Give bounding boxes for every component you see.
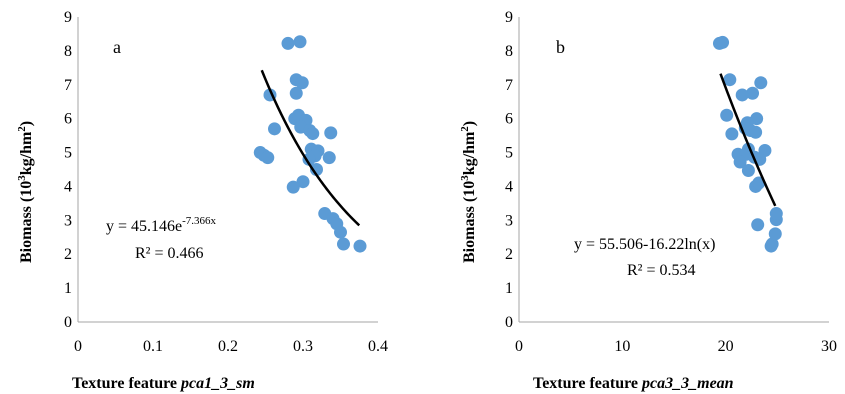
y-tick-labels-a: 0 1 2 3 4 5 6 7 8 9 — [64, 9, 72, 331]
data-points-a — [253, 35, 367, 253]
data-point — [337, 237, 350, 251]
data-point — [286, 180, 300, 194]
y-axis-title-a-close: ) — [18, 121, 35, 126]
y-axis-title-b-close: ) — [461, 121, 478, 126]
x-axis-title-a-feature: pca1_3_sm — [179, 375, 255, 392]
data-point — [720, 108, 734, 122]
y-tick-label: 7 — [505, 77, 513, 94]
y-axis-title-b: Biomass (103kg/hm2) — [459, 121, 478, 263]
data-point — [302, 152, 316, 166]
y-axis-title-b-unit: kg/hm — [461, 131, 478, 175]
data-point — [324, 126, 338, 140]
data-point — [746, 86, 760, 100]
y-tick-label: 9 — [64, 9, 72, 26]
chart-panel-b: 0 10 20 30 0 1 2 3 4 5 6 7 8 9 b y = 55.506-16.22ln(… — [459, 9, 837, 392]
y-tick-label: 0 — [64, 314, 72, 331]
data-point — [749, 125, 763, 139]
y-tick-labels-b: 0 1 2 3 4 5 6 7 8 9 — [505, 9, 513, 331]
x-tick-label: 0.1 — [143, 338, 163, 355]
data-point — [289, 86, 303, 100]
data-point — [295, 76, 309, 90]
x-tick-label: 0.2 — [218, 338, 238, 355]
y-tick-label: 4 — [505, 178, 513, 195]
data-point — [281, 36, 295, 50]
y-tick-label: 0 — [505, 314, 513, 331]
x-tick-label: 10 — [614, 338, 630, 355]
data-point — [716, 35, 730, 49]
y-tick-label: 9 — [505, 9, 513, 26]
data-point — [293, 35, 307, 49]
y-tick-label: 6 — [64, 111, 72, 128]
data-point — [296, 175, 310, 189]
data-point — [751, 218, 765, 232]
x-tick-labels-a: 0 0.1 0.2 0.3 0.4 — [74, 338, 388, 355]
data-point — [334, 225, 347, 239]
y-tick-label: 4 — [64, 178, 72, 195]
x-axis-title-b-prefix: Texture feature — [533, 375, 642, 392]
plot-area-b — [518, 17, 829, 323]
x-tick-label: 0 — [515, 338, 523, 355]
data-point — [754, 76, 768, 90]
data-point — [752, 176, 766, 190]
x-tick-labels-b: 0 10 20 30 — [515, 338, 837, 355]
data-point — [725, 127, 739, 141]
y-axis-title-a-main: Biomass (10 — [18, 181, 35, 263]
panel-label-a: a — [113, 37, 121, 57]
data-point — [733, 155, 747, 169]
x-axis-title-a-prefix: Texture feature — [72, 375, 181, 392]
x-tick-label: 0 — [74, 338, 82, 355]
data-point — [735, 88, 749, 102]
data-point — [310, 163, 323, 176]
y-tick-label: 8 — [64, 43, 72, 60]
x-tick-label: 30 — [821, 338, 837, 355]
equation-a-exponent: -7.366x — [182, 215, 216, 227]
y-tick-label: 2 — [505, 246, 513, 263]
equation-a: y = 45.146e-7.366x — [106, 215, 217, 235]
x-tick-label: 0.3 — [293, 338, 313, 355]
data-point — [306, 127, 320, 141]
y-tick-label: 8 — [505, 43, 513, 60]
y-axis-title-b-sup2: 2 — [459, 126, 471, 132]
data-point — [723, 73, 737, 87]
y-axis-title-a-sup2: 2 — [16, 126, 28, 132]
y-axis-title-b-main: Biomass (10 — [461, 181, 478, 263]
y-tick-label: 5 — [64, 145, 72, 162]
r-squared-a: R² = 0.466 — [135, 245, 204, 262]
y-tick-label: 3 — [505, 212, 513, 229]
y-tick-label: 3 — [64, 212, 72, 229]
data-point — [741, 164, 755, 178]
y-tick-label: 7 — [64, 77, 72, 94]
y-axis-title-a-unit: kg/hm — [18, 131, 35, 175]
y-tick-label: 6 — [505, 111, 513, 128]
trendline-b — [719, 73, 777, 207]
x-axis-title-b-feature: pca3_3_mean — [640, 375, 734, 392]
x-tick-label: 20 — [718, 338, 734, 355]
trendline-a — [260, 69, 361, 227]
x-axis-title-a: Texture feature pca1_3_sm — [72, 375, 255, 392]
plot-area-a — [77, 17, 378, 323]
r-squared-b: R² = 0.534 — [627, 262, 696, 279]
x-tick-label: 0.4 — [368, 338, 388, 355]
data-points-b — [712, 35, 783, 253]
panel-label-b: b — [556, 37, 565, 57]
equation-b: y = 55.506-16.22ln(x) — [574, 236, 715, 253]
chart-panel-a: 0 0.1 0.2 0.3 0.4 0 1 2 3 4 5 6 7 8 9 a y = 45.146e-7… — [16, 9, 388, 392]
equation-a-base: y = 45.146e — [106, 218, 182, 235]
y-axis-title-a: Biomass (103kg/hm2) — [16, 121, 35, 263]
data-point — [322, 151, 336, 165]
data-point — [769, 207, 783, 221]
data-point — [261, 151, 275, 165]
x-axis-title-b: Texture feature pca3_3_mean — [533, 375, 734, 392]
data-point — [764, 239, 778, 253]
data-point — [353, 239, 367, 253]
y-tick-label: 1 — [505, 280, 513, 297]
y-tick-label: 5 — [505, 145, 513, 162]
y-axis-title-b-sup: 3 — [459, 175, 471, 181]
y-axis-title-a-sup: 3 — [16, 175, 28, 181]
data-point — [268, 122, 281, 136]
data-point — [768, 227, 782, 241]
y-tick-label: 1 — [64, 280, 72, 297]
y-tick-label: 2 — [64, 246, 72, 263]
